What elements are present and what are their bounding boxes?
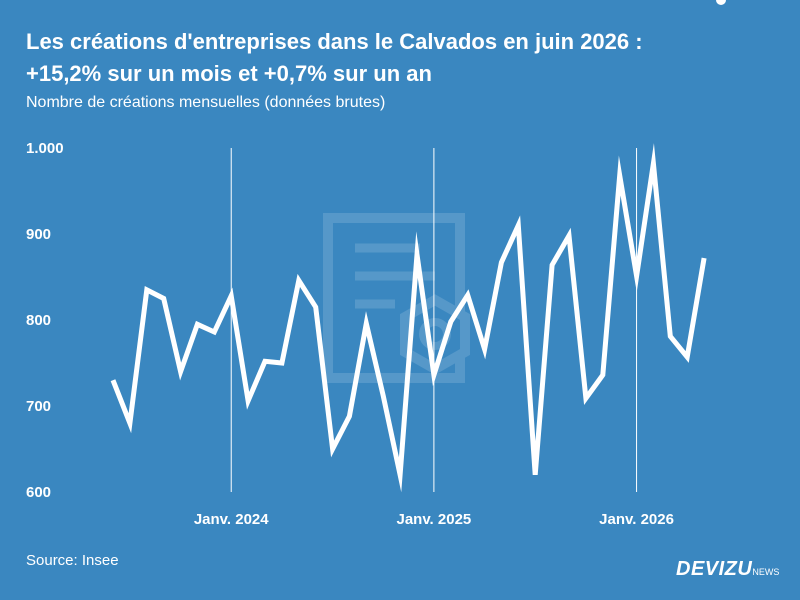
y-tick-label: 700 [26, 398, 51, 415]
watermark-document-gear-icon [323, 213, 470, 383]
last-point-dot [716, 0, 726, 5]
chart-subtitle: Nombre de créations mensuelles (données … [26, 94, 386, 111]
y-tick-label: 1.000 [26, 140, 64, 157]
y-tick-label: 600 [26, 484, 51, 501]
brand-logo: DEVIZUNEWS [676, 558, 779, 581]
y-axis-ticks: 600 700 800 900 1.000 [26, 140, 64, 501]
last-point-marker: 872 [716, 0, 761, 5]
x-axis-ticks: Janv. 2024 Janv. 2025 Janv. 2026 [194, 511, 674, 528]
y-tick-label: 800 [26, 312, 51, 329]
source-note: Source: Insee [26, 552, 119, 569]
last-point-label: 872 [731, 0, 761, 4]
chart-title: Les créations d'entreprises dans le Calv… [26, 26, 786, 90]
series-creations [110, 143, 707, 493]
brand-name: DEVIZU [676, 558, 753, 580]
title-line-2: +15,2% sur un mois et +0,7% sur un an [26, 61, 432, 86]
x-tick-label: Janv. 2024 [194, 511, 269, 528]
x-tick-label: Janv. 2025 [396, 511, 471, 528]
brand-suffix: NEWS [752, 567, 780, 577]
x-tick-label: Janv. 2026 [599, 511, 674, 528]
series-line [110, 143, 707, 493]
title-line-1: Les créations d'entreprises dans le Calv… [26, 29, 643, 54]
vertical-gridlines [230, 148, 638, 492]
y-tick-label: 900 [26, 226, 51, 243]
